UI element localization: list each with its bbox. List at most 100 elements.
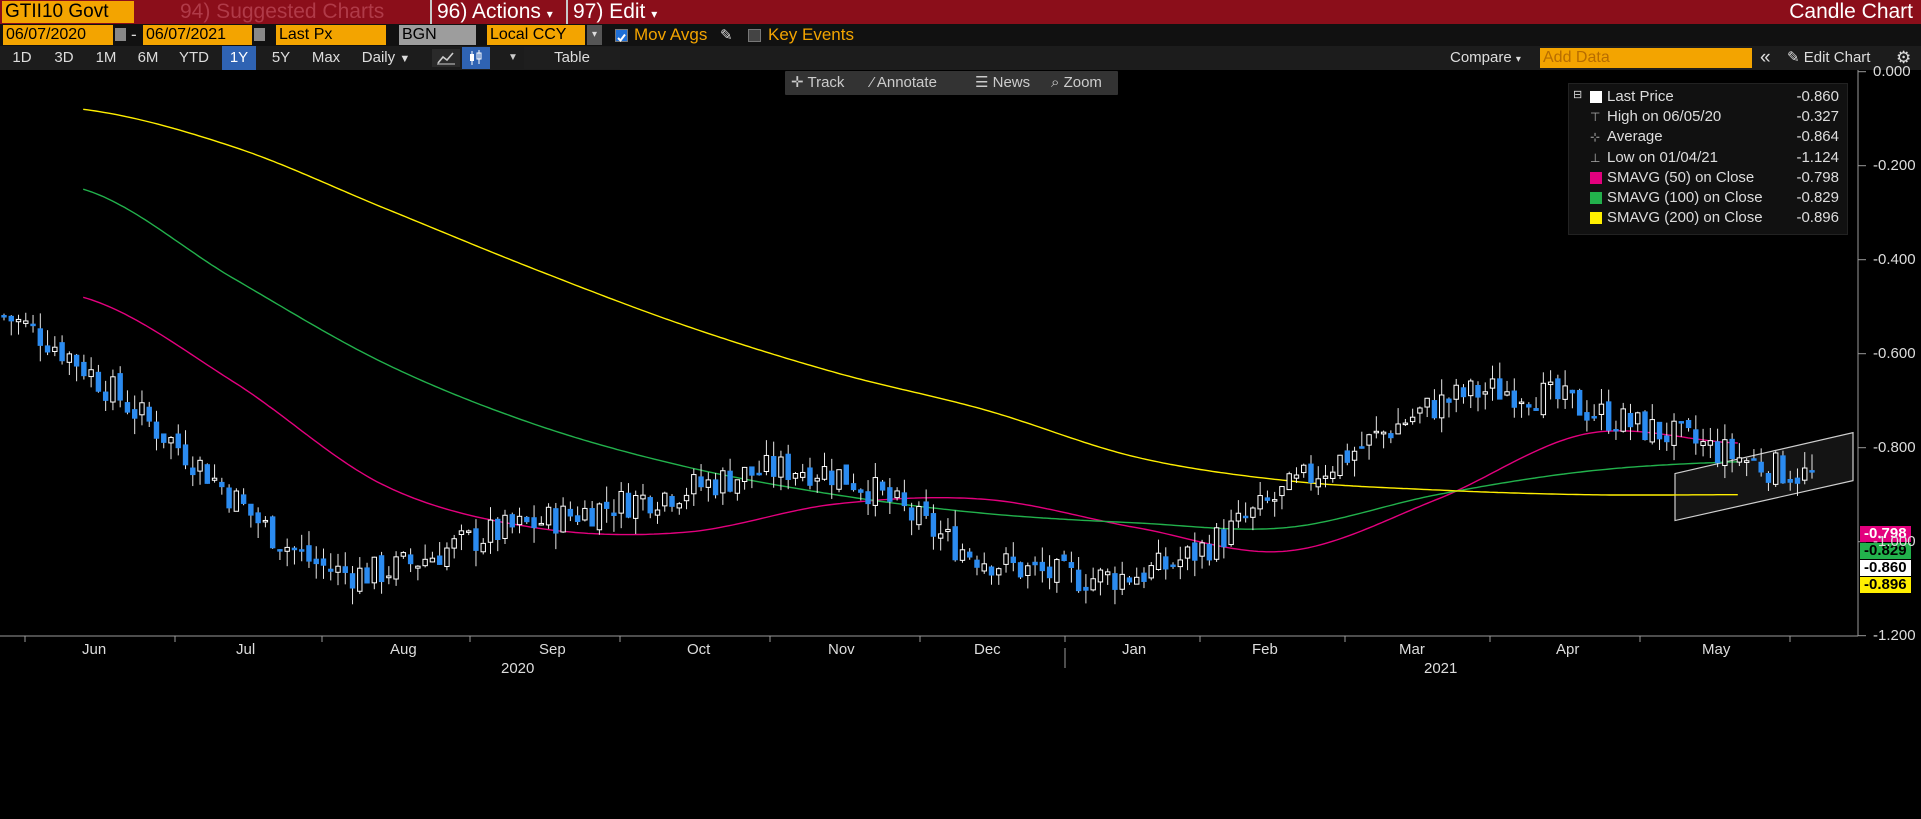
collapse-icon[interactable]: ⊟ xyxy=(1573,89,1583,101)
candle-body xyxy=(589,508,595,527)
candle-body xyxy=(916,506,922,526)
range-5y-button[interactable]: 5Y xyxy=(271,49,291,66)
chevron-down-icon[interactable]: ▾ xyxy=(587,25,602,45)
range-3d-button[interactable]: 3D xyxy=(54,49,74,66)
y-tick-label: -0.200 xyxy=(1873,156,1916,174)
candle-body xyxy=(647,497,653,514)
candle-body xyxy=(44,345,51,353)
candle-body xyxy=(1271,499,1278,502)
add-data-input[interactable]: Add Data xyxy=(1540,48,1752,68)
actions-menu[interactable]: 96) Actions ▾ xyxy=(437,0,553,26)
range-1d-button[interactable]: 1D xyxy=(12,49,32,66)
candle-body xyxy=(1591,416,1597,419)
candle-body xyxy=(1620,408,1626,432)
candle-body xyxy=(1685,419,1692,429)
candle-body xyxy=(226,487,232,509)
candle-body xyxy=(422,558,428,567)
ticker-input[interactable]: GTII10 Govt xyxy=(2,1,134,23)
legend-label: High on 06/05/20 xyxy=(1607,108,1722,126)
field-select[interactable]: Last Px xyxy=(276,25,386,45)
range-max-button[interactable]: Max xyxy=(311,49,341,66)
legend-color-swatch xyxy=(1590,171,1602,184)
candle-body xyxy=(23,320,29,324)
range-ytd-button[interactable]: YTD xyxy=(179,49,209,66)
double-chevron-left-icon[interactable]: « xyxy=(1760,47,1771,68)
zoom-tool[interactable]: ⌕ Zoom xyxy=(1051,71,1102,95)
candle-body xyxy=(836,469,842,490)
edit-chart-button[interactable]: ✎ Edit Chart xyxy=(1787,46,1870,70)
y-tick-label: -1.200 xyxy=(1873,626,1916,644)
candle-chart-icon[interactable] xyxy=(462,47,490,69)
annotate-tool[interactable]: ⁄ Annotate xyxy=(871,71,937,95)
line-chart-icon[interactable] xyxy=(432,49,460,67)
candle-body xyxy=(466,530,472,533)
candle-body xyxy=(415,565,421,569)
calendar-icon[interactable] xyxy=(254,28,265,41)
candle-body xyxy=(1547,381,1554,386)
source-select[interactable]: BGN xyxy=(399,25,476,45)
caret-down-icon[interactable]: ▼ xyxy=(508,52,518,63)
candle-body xyxy=(1693,429,1699,444)
chart-legend[interactable]: ⊟ Last Price -0.860 ⊤ High on 06/05/20 -0.32… xyxy=(1568,83,1848,235)
gear-icon[interactable]: ⚙ xyxy=(1896,48,1912,67)
news-icon: ☰ xyxy=(975,74,989,91)
candle-body xyxy=(37,328,44,346)
candle-body xyxy=(1090,578,1096,591)
edit-menu[interactable]: 97) Edit ▾ xyxy=(573,0,657,26)
candle-body xyxy=(378,555,385,583)
candle-body xyxy=(161,433,167,443)
candle-chart[interactable] xyxy=(0,70,1921,819)
currency-select[interactable]: Local CCY xyxy=(487,25,585,45)
candle-body xyxy=(1228,520,1234,546)
mov-avgs-label[interactable]: Mov Avgs xyxy=(634,25,708,44)
candle-body xyxy=(524,516,530,523)
candle-body xyxy=(175,433,181,449)
x-month-label: Jan xyxy=(1122,641,1147,658)
x-year-label: 2020 xyxy=(501,660,535,677)
start-date-field[interactable]: 06/07/2020 xyxy=(3,25,113,45)
candle-body xyxy=(81,361,87,377)
candle-body xyxy=(1126,577,1133,583)
track-tool[interactable]: ✛ Track xyxy=(791,71,844,95)
news-tool[interactable]: ☰ News xyxy=(975,71,1030,95)
compare-menu[interactable]: Compare ▾ xyxy=(1450,46,1521,72)
pencil-icon[interactable]: ✎ xyxy=(720,27,733,44)
candle-body xyxy=(1242,515,1249,519)
candle-body xyxy=(458,530,465,536)
candle-body xyxy=(1344,450,1350,463)
candle-body xyxy=(393,556,399,580)
candle-body xyxy=(1257,495,1263,510)
candle-body xyxy=(821,466,828,480)
trend-channel-band[interactable] xyxy=(1674,431,1854,522)
candle-body xyxy=(1511,390,1517,408)
trend-channel xyxy=(1674,431,1854,522)
candle-body xyxy=(95,371,102,392)
calendar-icon[interactable] xyxy=(115,28,126,41)
mov-avgs-checkbox[interactable] xyxy=(615,29,628,43)
candle-body xyxy=(792,473,799,479)
table-button[interactable]: Table xyxy=(554,49,590,66)
candle-body xyxy=(299,549,305,552)
candle-body xyxy=(1315,478,1321,488)
end-date-field[interactable]: 06/07/2021 xyxy=(143,25,252,45)
x-year-label: 2021 xyxy=(1424,660,1458,677)
range-1m-button[interactable]: 1M xyxy=(95,49,117,66)
key-events-label[interactable]: Key Events xyxy=(768,25,854,44)
key-events-checkbox[interactable] xyxy=(748,29,761,42)
candle-body xyxy=(683,494,690,502)
axes xyxy=(0,70,1866,668)
candle-body xyxy=(967,551,973,558)
candle-body xyxy=(269,516,276,549)
candle-body xyxy=(1061,554,1067,561)
candle-body xyxy=(1141,572,1147,582)
suggested-charts-menu[interactable]: 94) Suggested Charts xyxy=(180,0,385,23)
frequency-select[interactable]: Daily ▼ xyxy=(354,46,418,71)
pencil-icon: ⁄ xyxy=(871,74,874,91)
legend-label: SMAVG (50) on Close xyxy=(1607,168,1755,186)
checkmark-icon xyxy=(617,33,626,43)
range-1y-button[interactable]: 1Y xyxy=(222,46,256,70)
candle-body xyxy=(1301,464,1307,474)
range-6m-button[interactable]: 6M xyxy=(137,49,159,66)
chart-area[interactable]: ✛ Track ⁄ Annotate ☰ News ⌕ Zoom ⊟ Last … xyxy=(0,63,1921,819)
candle-body xyxy=(1802,467,1808,481)
